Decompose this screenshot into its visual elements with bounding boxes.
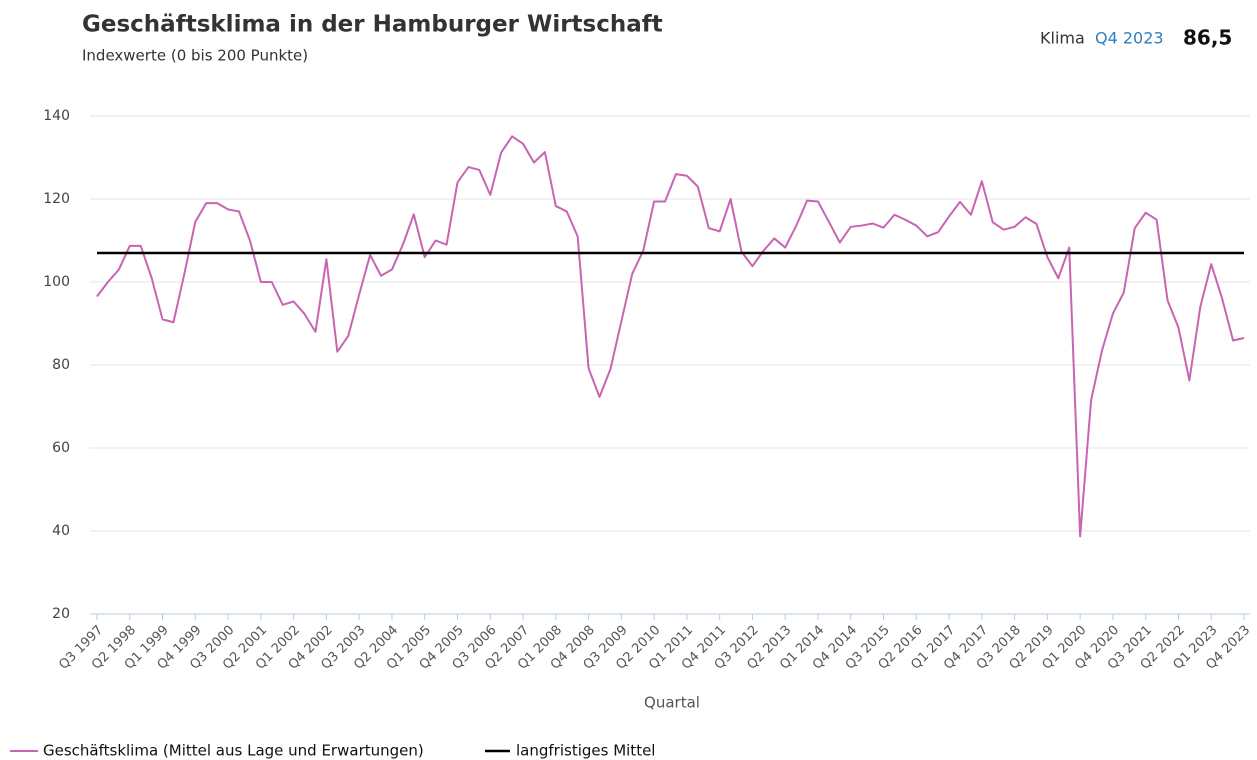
y-tick-label: 80: [52, 357, 70, 373]
kpi-label: Klima: [1040, 29, 1085, 48]
y-tick-label: 120: [43, 191, 70, 207]
kpi-value: 86,5: [1183, 26, 1232, 50]
data-line: [96, 135, 1245, 538]
x-axis-title: Quartal: [644, 694, 700, 712]
legend-label: Geschäftsklima (Mittel aus Lage und Erwa…: [43, 742, 424, 760]
chart-subtitle: Indexwerte (0 bis 200 Punkte): [82, 47, 308, 65]
y-tick-label: 20: [52, 606, 70, 622]
y-tick-label: 40: [52, 523, 70, 539]
y-tick-label: 140: [43, 108, 70, 124]
chart-title: Geschäftsklima in der Hamburger Wirtscha…: [82, 12, 663, 38]
legend-label: langfristiges Mittel: [516, 742, 655, 760]
kpi-period: Q4 2023: [1095, 29, 1164, 48]
y-tick-label: 60: [52, 440, 70, 456]
y-tick-label: 100: [43, 274, 70, 290]
